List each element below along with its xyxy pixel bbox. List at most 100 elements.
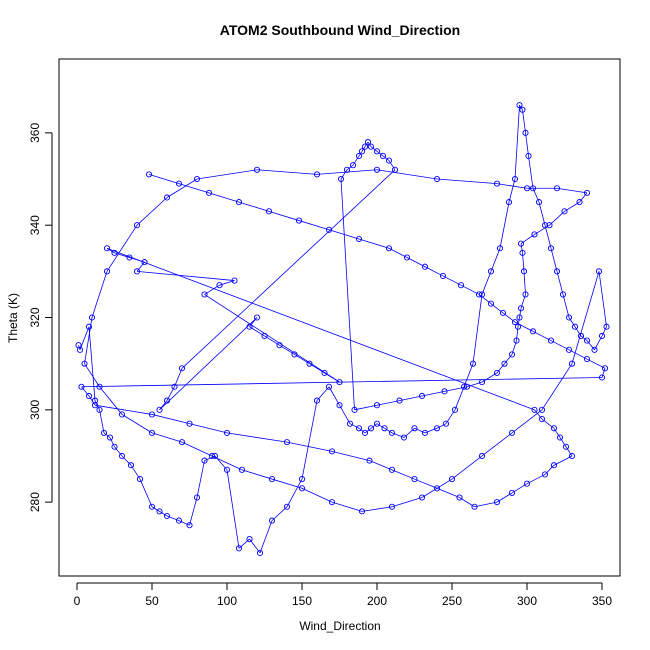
series-segment: [94, 404, 153, 415]
data-point: [211, 452, 219, 460]
series-segment: [399, 395, 423, 401]
data-point: [328, 499, 336, 506]
data-point: [516, 102, 523, 109]
data-point: [595, 268, 603, 275]
series-segment: [553, 455, 573, 466]
series-segment: [106, 247, 535, 411]
series-segment: [151, 414, 190, 425]
data-point: [529, 328, 537, 335]
data-point: [550, 425, 558, 432]
data-point: [76, 346, 84, 353]
data-point: [471, 503, 478, 510]
data-point: [85, 392, 93, 400]
data-point: [111, 443, 118, 450]
data-point: [583, 355, 591, 363]
series-segment: [579, 192, 588, 203]
data-point: [148, 503, 156, 510]
series-segment: [148, 174, 180, 185]
data-point: [373, 166, 381, 173]
series-segment: [526, 474, 546, 485]
series-segment: [376, 423, 385, 429]
series-segment: [474, 501, 498, 508]
series-segment: [496, 183, 528, 189]
series-segment: [178, 520, 190, 526]
data-point: [295, 217, 303, 224]
data-point: [186, 420, 193, 427]
data-point: [373, 420, 381, 427]
data-point: [193, 175, 201, 183]
data-point: [538, 416, 546, 423]
data-point: [565, 346, 573, 353]
plot-area: [58, 58, 621, 577]
data-point: [163, 397, 171, 404]
series-segment: [358, 238, 390, 249]
series-segment: [328, 386, 340, 406]
series-segment: [361, 506, 393, 512]
data-point: [325, 226, 333, 233]
series-segment: [226, 432, 288, 443]
series-segment: [166, 515, 180, 521]
data-point: [276, 342, 283, 349]
data-point: [133, 222, 141, 229]
data-point: [561, 208, 568, 215]
data-point: [508, 429, 516, 436]
series-segment: [121, 414, 153, 434]
data-point: [565, 314, 573, 321]
data-point: [256, 549, 264, 556]
series-segment: [114, 446, 123, 457]
data-point: [463, 383, 471, 390]
data-point: [349, 162, 357, 169]
x-tick-label: 200: [367, 594, 387, 608]
series-segment: [241, 469, 273, 480]
series-segment: [508, 178, 516, 203]
data-point: [118, 452, 126, 460]
data-point: [163, 194, 171, 201]
series-segment: [259, 520, 273, 554]
series-segment: [556, 271, 564, 295]
y-tick-label: 340: [28, 215, 42, 235]
series-segment: [349, 423, 360, 429]
series-segment: [504, 354, 513, 364]
data-point: [148, 429, 156, 436]
series-segment: [541, 363, 573, 411]
data-point: [522, 129, 529, 136]
series-segment: [370, 423, 378, 429]
data-point: [321, 369, 328, 376]
data-point: [355, 235, 363, 243]
series-segment: [522, 109, 526, 133]
series-segment: [249, 317, 258, 327]
data-point: [91, 402, 99, 409]
series-segment: [391, 497, 423, 508]
series-segment: [364, 427, 372, 434]
series-segment: [568, 349, 588, 360]
series-segment: [376, 400, 400, 406]
data-point: [178, 365, 186, 372]
data-point: [568, 452, 576, 460]
data-point: [478, 452, 486, 460]
series-segment: [511, 409, 543, 434]
series-segment: [538, 201, 546, 226]
series-segment: [496, 363, 505, 374]
series-segment: [442, 275, 462, 286]
series-segment: [286, 441, 333, 452]
data-point: [201, 291, 208, 298]
x-tick-label: 0: [74, 594, 81, 608]
data-point: [541, 222, 549, 229]
series-segment: [562, 294, 570, 318]
series-segment: [388, 160, 396, 171]
data-point: [603, 323, 610, 330]
data-point: [385, 157, 393, 164]
series-segment: [271, 478, 303, 489]
series-segment: [370, 146, 378, 152]
data-point: [238, 466, 246, 473]
series-segment: [559, 437, 567, 447]
y-axis: 280 300 320 340 360: [28, 123, 53, 512]
data-point: [85, 323, 93, 330]
data-point: [418, 494, 426, 501]
series-segment: [586, 340, 595, 351]
data-point: [306, 360, 313, 367]
data-point: [343, 166, 351, 173]
series-segment: [99, 386, 123, 415]
series-segment: [339, 405, 351, 424]
data-point: [553, 268, 561, 275]
